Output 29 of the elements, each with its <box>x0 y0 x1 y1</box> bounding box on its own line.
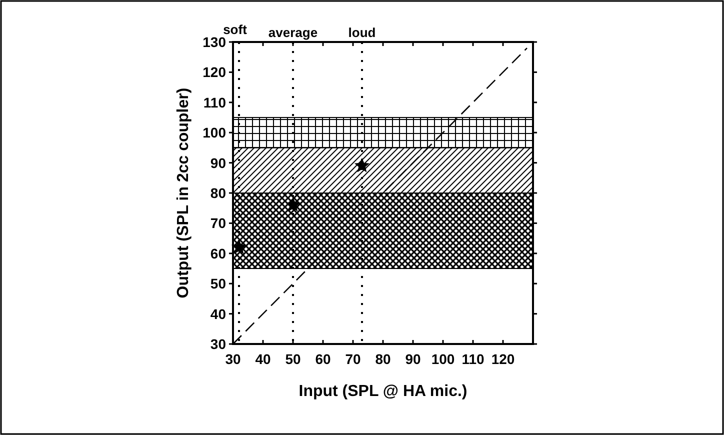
y-tick-label: 70 <box>210 215 226 232</box>
y-tick-label: 130 <box>202 34 226 50</box>
ref-line-label: average <box>268 25 318 40</box>
ref-line-label: loud <box>348 25 376 40</box>
y-tick-label: 40 <box>210 306 226 322</box>
x-tick-label: 70 <box>345 351 361 367</box>
point <box>231 239 247 254</box>
y-axis-title: Output (SPL in 2cc coupler) <box>175 88 192 298</box>
x-tick-label: 110 <box>462 351 485 367</box>
point <box>285 197 301 212</box>
x-tick-label: 50 <box>285 351 301 367</box>
x-tick-label: 60 <box>315 351 331 367</box>
ref-line-label: soft <box>223 22 248 37</box>
y-tick-label: 50 <box>210 276 226 292</box>
y-tick-label: 120 <box>202 64 226 80</box>
x-tick-label: 90 <box>405 351 421 367</box>
y-tick-label: 110 <box>203 94 226 110</box>
x-tick-label: 80 <box>375 351 391 367</box>
y-tick-label: 60 <box>210 245 226 262</box>
x-tick-label: 100 <box>431 351 455 367</box>
point <box>354 158 370 172</box>
x-tick-label: 120 <box>491 351 515 367</box>
x-tick-label: 30 <box>225 351 241 367</box>
y-tick-label: 80 <box>210 185 226 201</box>
x-tick-label: 40 <box>255 351 271 367</box>
x-axis-title: Input (SPL @ HA mic.) <box>298 383 468 400</box>
y-tick-label: 90 <box>210 154 226 171</box>
y-tick-label: 100 <box>202 124 226 141</box>
y-tick-label: 30 <box>210 336 226 352</box>
